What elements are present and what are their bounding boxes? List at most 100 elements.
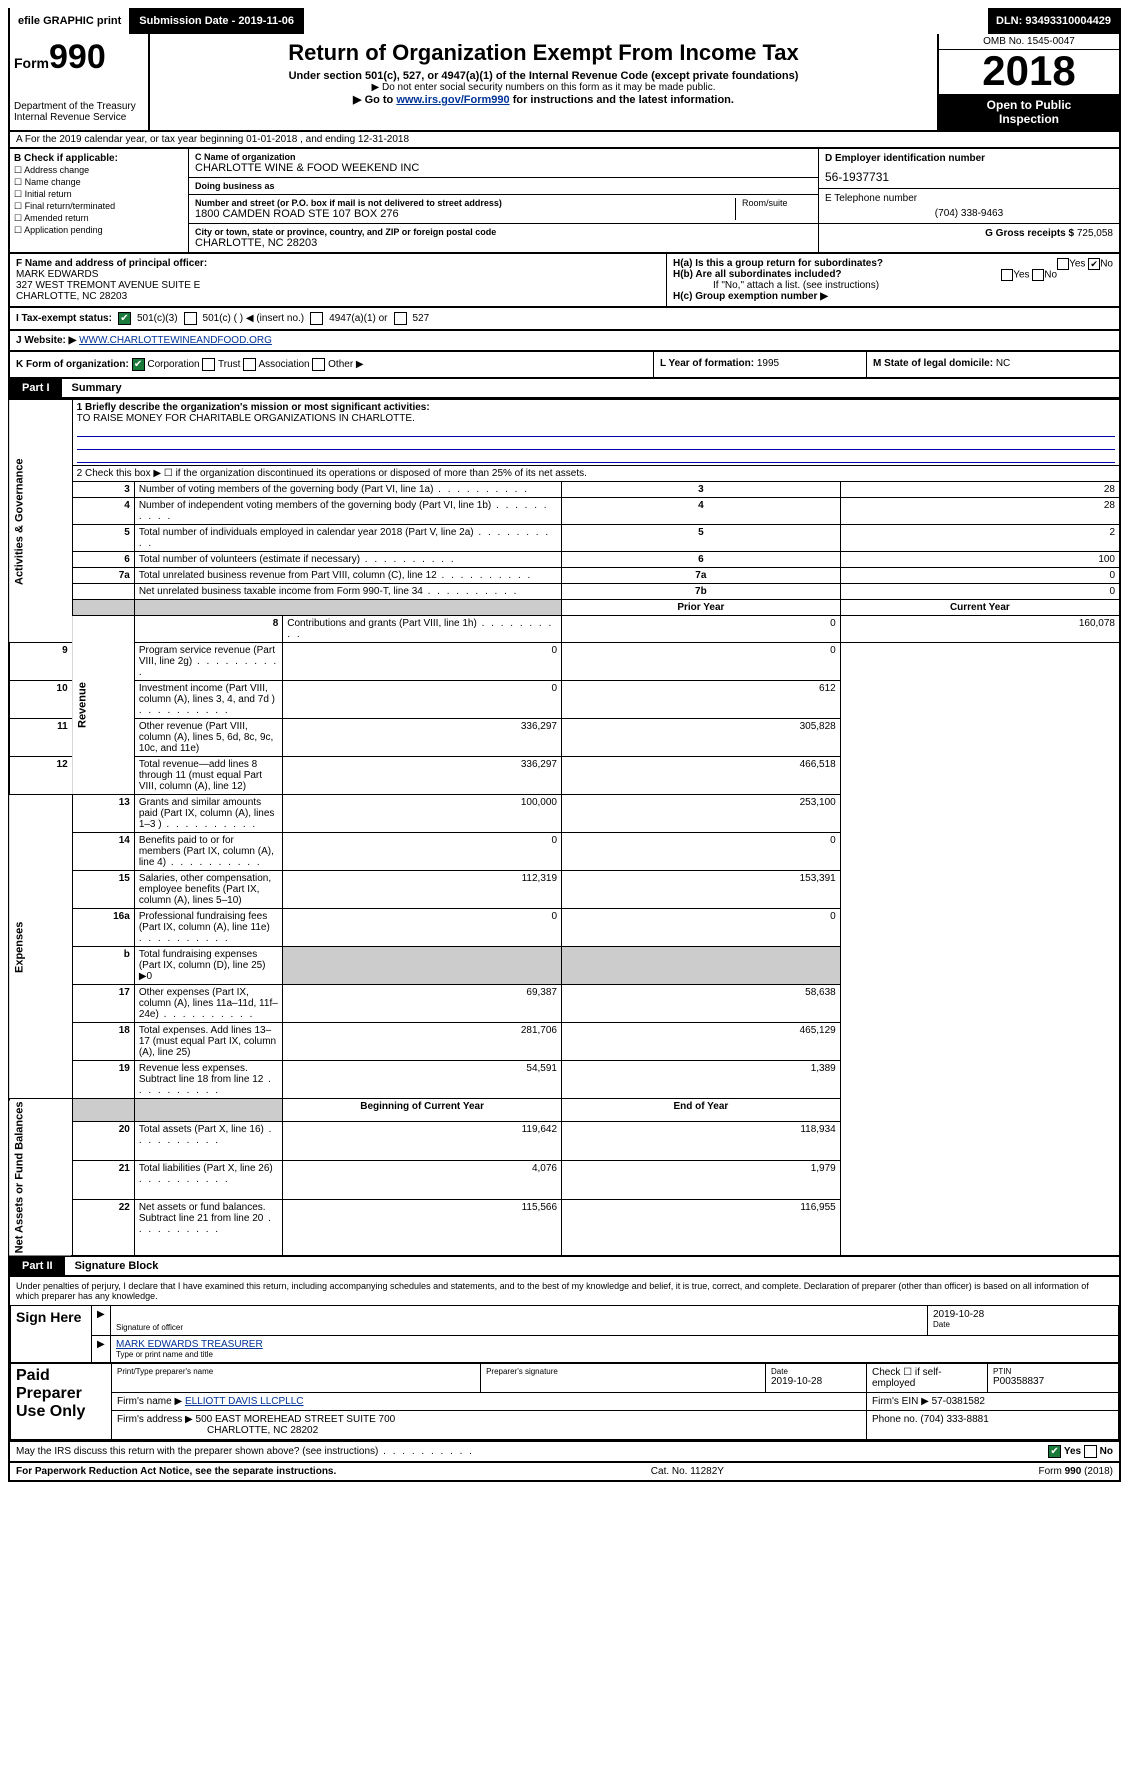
room-suite-label: Room/suite — [735, 198, 812, 220]
tax-exempt-label: I Tax-exempt status: — [16, 313, 112, 324]
section-h: H(a) Is this a group return for subordin… — [667, 254, 1119, 306]
footer: For Paperwork Reduction Act Notice, see … — [8, 1463, 1121, 1482]
chk-app-pending[interactable]: ☐ Application pending — [14, 225, 184, 236]
org-name: CHARLOTTE WINE & FOOD WEEKEND INC — [195, 162, 812, 174]
state-domicile: NC — [996, 358, 1010, 369]
efile-label[interactable]: efile GRAPHIC print — [10, 8, 131, 34]
chk-initial-return[interactable]: ☐ Initial return — [14, 189, 184, 200]
exp-row: 16aProfessional fundraising fees (Part I… — [9, 909, 1120, 947]
pra-notice: For Paperwork Reduction Act Notice, see … — [16, 1466, 336, 1477]
perjury-declaration: Under penalties of perjury, I declare th… — [10, 1277, 1119, 1305]
chk-other[interactable] — [312, 358, 325, 371]
ein-label: D Employer identification number — [825, 153, 1113, 164]
hb-label: H(b) Are all subordinates included? — [673, 269, 842, 280]
chk-trust[interactable] — [202, 358, 215, 371]
form-id-block: Form990 Department of the Treasury Inter… — [10, 34, 150, 130]
row-val: 28 — [840, 482, 1120, 498]
chk-527[interactable] — [394, 312, 407, 325]
addr-label: Number and street (or P.O. box if mail i… — [195, 198, 735, 208]
submission-date: Submission Date - 2019-11-06 — [131, 8, 304, 34]
discuss-no-label: No — [1100, 1446, 1113, 1457]
q2-text: 2 Check this box ▶ ☐ if the organization… — [72, 466, 1120, 482]
prep-date: 2019-10-28 — [771, 1376, 861, 1387]
chk-4947[interactable] — [310, 312, 323, 325]
ptin-value: P00358837 — [993, 1376, 1113, 1387]
year-formation: 1995 — [757, 358, 779, 369]
dba-label: Doing business as — [195, 181, 812, 191]
opt-501c: 501(c) ( ) ◀ (insert no.) — [203, 313, 305, 324]
hc-label: H(c) Group exemption number ▶ — [673, 291, 1113, 302]
prep-date-label: Date — [771, 1367, 861, 1376]
city-label: City or town, state or province, country… — [195, 227, 812, 237]
opt-trust: Trust — [218, 359, 240, 370]
side-revenue: Revenue — [72, 616, 134, 795]
part1-title: Summary — [62, 382, 122, 394]
section-l: L Year of formation: 1995 — [654, 352, 867, 377]
officer-name: MARK EDWARDS — [16, 269, 660, 280]
section-m: M State of legal domicile: NC — [867, 352, 1119, 377]
side-governance: Activities & Governance — [9, 400, 72, 643]
row-num: 3 — [72, 482, 134, 498]
part1-header: Part I Summary — [8, 379, 1121, 399]
website-link[interactable]: WWW.CHARLOTTEWINEANDFOOD.ORG — [79, 335, 272, 346]
officer-label: F Name and address of principal officer: — [16, 258, 660, 269]
org-name-label: C Name of organization — [195, 152, 812, 162]
firm-phone: (704) 333-8881 — [920, 1414, 988, 1425]
ptin-label: PTIN — [993, 1367, 1113, 1376]
firm-ein: 57-0381582 — [932, 1396, 985, 1407]
q1-value: TO RAISE MONEY FOR CHARITABLE ORGANIZATI… — [77, 413, 1115, 424]
chk-501c[interactable] — [184, 312, 197, 325]
firm-addr-label: Firm's address ▶ — [117, 1414, 193, 1425]
chk-corp[interactable]: ✔ — [132, 358, 145, 371]
exp-row: 15Salaries, other compensation, employee… — [9, 871, 1120, 909]
ha-no[interactable] — [1088, 258, 1100, 270]
header-title-block: Return of Organization Exempt From Incom… — [150, 34, 937, 130]
officer-name-title[interactable]: MARK EDWARDS TREASURER — [116, 1339, 1113, 1350]
dln: DLN: 93493310004429 — [988, 8, 1119, 34]
discuss-row: May the IRS discuss this return with the… — [8, 1442, 1121, 1463]
chk-amended[interactable]: ☐ Amended return — [14, 213, 184, 224]
hb-no[interactable] — [1032, 269, 1044, 281]
firm-name-link[interactable]: ELLIOTT DAVIS LLCPLLC — [185, 1396, 304, 1407]
header-right: OMB No. 1545-0047 2018 Open to Public In… — [937, 34, 1119, 130]
instructions-link[interactable]: www.irs.gov/Form990 — [396, 94, 509, 106]
gov-row: 4Number of independent voting members of… — [9, 498, 1120, 525]
goto-pre: ▶ Go to — [353, 94, 396, 106]
form-number: 990 — [49, 38, 106, 76]
chk-501c3[interactable]: ✔ — [118, 312, 131, 325]
section-b: B Check if applicable: ☐ Address change … — [10, 149, 189, 252]
gov-row: 3Number of voting members of the governi… — [9, 482, 1120, 498]
ha-yes[interactable] — [1057, 258, 1069, 270]
discuss-no[interactable] — [1084, 1445, 1097, 1458]
block-identity: B Check if applicable: ☐ Address change … — [8, 149, 1121, 254]
discuss-yes[interactable]: ✔ — [1048, 1445, 1061, 1458]
ein-value: 56-1937731 — [825, 164, 1113, 184]
chk-address-change[interactable]: ☐ Address change — [14, 165, 184, 176]
gov-row: 5Total number of individuals employed in… — [9, 525, 1120, 552]
net-row: 22Net assets or fund balances. Subtract … — [9, 1200, 1120, 1256]
firm-name-label: Firm's name ▶ — [117, 1396, 182, 1407]
right-column-deg: D Employer identification number 56-1937… — [819, 149, 1119, 252]
part2-title: Signature Block — [65, 1260, 159, 1272]
exp-row: 19Revenue less expenses. Subtract line 1… — [9, 1061, 1120, 1099]
opt-4947: 4947(a)(1) or — [329, 313, 387, 324]
rev-row: 11Other revenue (Part VIII, column (A), … — [9, 719, 1120, 757]
chk-final-return[interactable]: ☐ Final return/terminated — [14, 201, 184, 212]
chk-name-change[interactable]: ☐ Name change — [14, 177, 184, 188]
goto-post: for instructions and the latest informat… — [510, 94, 734, 106]
block-fh: F Name and address of principal officer:… — [8, 254, 1121, 308]
prep-sig-label: Preparer's signature — [486, 1367, 760, 1376]
gov-row: 6Total number of volunteers (estimate if… — [9, 552, 1120, 568]
officer-addr1: 327 WEST TREMONT AVENUE SUITE E — [16, 280, 660, 291]
chk-assoc[interactable] — [243, 358, 256, 371]
officer-addr2: CHARLOTTE, NC 28203 — [16, 291, 660, 302]
gov-row: 7aTotal unrelated business revenue from … — [9, 568, 1120, 584]
hb-yes[interactable] — [1001, 269, 1013, 281]
name-title-label: Type or print name and title — [116, 1350, 1113, 1359]
tax-year: 2018 — [939, 50, 1119, 94]
col-current: Current Year — [840, 600, 1120, 616]
form-header: Form990 Department of the Treasury Inter… — [8, 34, 1121, 132]
check-self-employed[interactable]: Check ☐ if self-employed — [867, 1363, 988, 1392]
form-ref: Form 990 (2018) — [1039, 1466, 1113, 1477]
form-subtitle: Under section 501(c), 527, or 4947(a)(1)… — [156, 70, 931, 82]
